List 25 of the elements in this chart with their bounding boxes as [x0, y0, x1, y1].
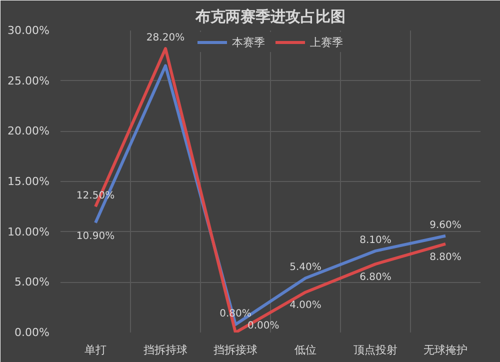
x-tick-label: 顶点投射 [354, 344, 398, 356]
data-label: 5.40% [290, 262, 322, 274]
data-label: 9.60% [430, 220, 462, 231]
chart-title: 布克两赛季进攻占比图 [194, 8, 346, 26]
y-tick-label: 20.00% [8, 124, 50, 138]
data-label: 8.80% [430, 252, 462, 263]
y-tick-label: 0.00% [14, 326, 50, 339]
x-tick-label: 挡拆接球 [214, 344, 258, 356]
x-tick-label: 低位 [294, 344, 316, 356]
y-tick-label: 10.00% [8, 225, 50, 238]
data-label: 6.80% [360, 272, 392, 284]
data-label: 4.00% [290, 300, 322, 312]
y-tick-label: 30.00% [8, 24, 50, 37]
data-label: 8.10% [360, 234, 392, 246]
legend-label: 上赛季 [310, 34, 343, 50]
data-label: 28.20% [146, 32, 185, 44]
y-tick-label: 15.00% [8, 175, 50, 188]
y-tick-label: 5.00% [14, 276, 50, 289]
data-label: 10.90% [76, 230, 115, 242]
x-tick-label: 单打 [84, 344, 106, 356]
legend-label: 本赛季 [232, 34, 265, 50]
data-label: 0.00% [248, 320, 280, 332]
x-tick-label: 挡拆持球 [144, 344, 188, 356]
y-tick-label: 25.00% [8, 74, 50, 88]
x-tick-label: 无球掩护 [424, 344, 468, 356]
